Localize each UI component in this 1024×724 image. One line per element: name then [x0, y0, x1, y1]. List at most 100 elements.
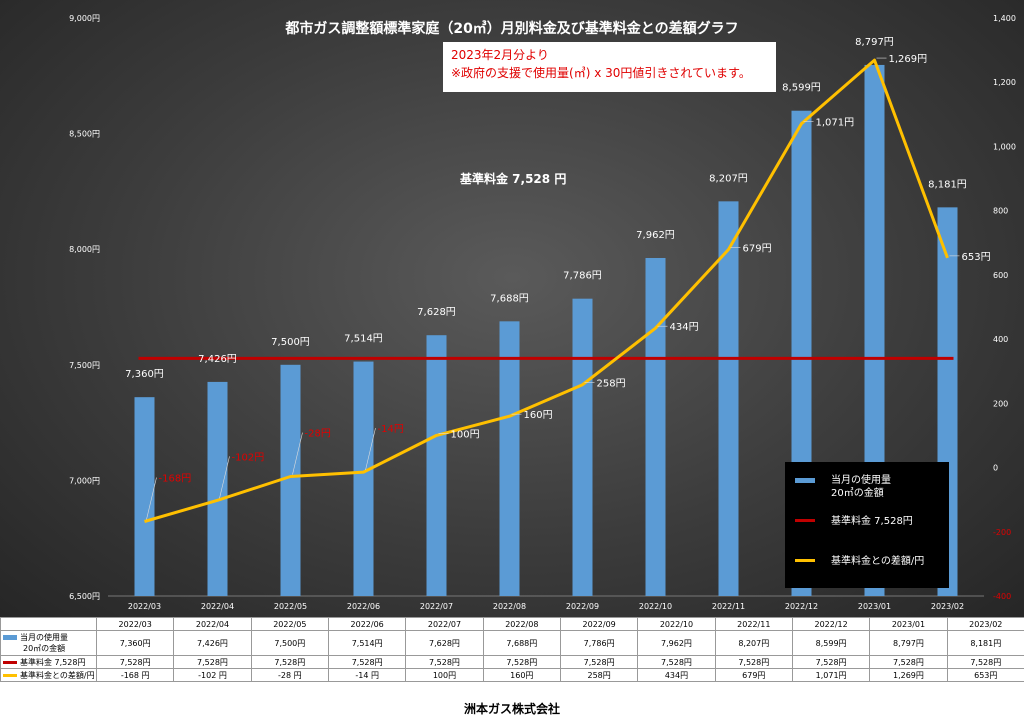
y2-tick-label: 0	[993, 464, 998, 473]
table-cell-month: 2022/05	[250, 617, 329, 631]
diff-data-label: 100円	[451, 429, 480, 440]
legend: 当月の使用量 20㎥の金額 基準料金 7,528円 基準料金との差額/円	[785, 462, 949, 588]
diff-data-label: -168円	[159, 474, 192, 485]
chart-area: 6,500円 7,000円 7,500円 8,000円 8,500円 9,000円 -400…	[0, 0, 1024, 617]
x-tick-label: 2022/04	[201, 602, 234, 611]
table-row-base: 基準料金 7,528円 7,528円 7,528円 7,528円 7,528円 7,52…	[0, 655, 1024, 669]
diff-data-label: 434円	[670, 322, 699, 333]
diff-data-label: -14円	[378, 424, 404, 435]
table-cell-base: 7,528円	[327, 655, 407, 669]
usage-data-label: 8,181円	[928, 179, 967, 190]
usage-bar	[353, 361, 374, 596]
legend-label-usage-2: 20㎥の金額	[831, 488, 884, 499]
y2-tick-label: -400	[993, 592, 1011, 601]
table-cell-base: 7,528円	[405, 655, 484, 669]
table-cell-month: 2022/08	[482, 617, 561, 631]
table-cell-usage: 7,360円	[95, 630, 175, 656]
table-cell-base: 7,528円	[173, 655, 252, 669]
table-cell-base: 7,528円	[482, 655, 561, 669]
table-cell-usage: 8,207円	[714, 630, 793, 656]
table-cell-diff: -168 円	[95, 668, 175, 682]
table-cell-base: 7,528円	[559, 655, 639, 669]
table-cell-usage: 7,628円	[405, 630, 484, 656]
x-tick-label: 2022/09	[566, 602, 599, 611]
table-cell-diff: 160円	[482, 668, 561, 682]
notice-line-2: ※政府の支援で使用量(㎥) x 30円値引きされています。	[451, 66, 751, 80]
usage-data-label: 7,962円	[636, 230, 675, 241]
diff-leader-line	[292, 432, 303, 475]
table-cell-base: 7,528円	[250, 655, 329, 669]
x-tick-label: 2022/12	[785, 602, 818, 611]
table-cell-usage: 8,181円	[946, 630, 1024, 656]
usage-data-label: 7,628円	[417, 307, 456, 318]
x-tick-label: 2022/10	[639, 602, 672, 611]
diff-data-label: -28円	[305, 429, 331, 440]
y-tick-label: 7,000円	[69, 476, 100, 485]
table-cell-month: 2022/09	[559, 617, 639, 631]
table-cell-diff: 1,269円	[869, 668, 948, 682]
x-tick-label: 2022/07	[420, 602, 453, 611]
chart-title: 都市ガス調整額標準家庭（20㎥）月別料金及び基準料金との差額グラフ	[285, 21, 739, 37]
table-cell-month: 2022/04	[173, 617, 252, 631]
table-cell-usage: 7,514円	[327, 630, 407, 656]
table-cell-base: 7,528円	[95, 655, 175, 669]
table-cell-base: 7,528円	[869, 655, 948, 669]
legend-label-base: 基準料金 7,528円	[831, 516, 913, 527]
table-cell-month: 2022/11	[714, 617, 793, 631]
table-cell-month: 2023/01	[869, 617, 948, 631]
diff-data-label: 160円	[524, 410, 553, 421]
diff-leader-line	[365, 427, 376, 471]
table-cell-usage: 7,500円	[250, 630, 329, 656]
y2-tick-label: 800	[993, 207, 1008, 216]
diff-line	[144, 58, 949, 523]
usage-bar	[280, 364, 301, 596]
usage-data-label: 8,599円	[782, 83, 821, 94]
table-cell-usage: 7,786円	[559, 630, 639, 656]
usage-data-label: 7,426円	[198, 354, 237, 365]
data-table: 2022/03 2022/04 2022/05 2022/06 2022/07 2022/…	[0, 617, 1024, 682]
table-cell-diff: -14 円	[327, 668, 407, 682]
table-cell-usage: 7,962円	[637, 630, 716, 656]
y2-tick-label: -200	[993, 528, 1011, 537]
diff-leader-line	[219, 456, 230, 499]
diff-data-label: -102円	[232, 452, 265, 463]
table-cell-diff: 1,071円	[791, 668, 871, 682]
table-corner-cell	[0, 617, 97, 631]
usage-bar	[207, 381, 228, 596]
table-header-base-label: 基準料金 7,528円	[20, 657, 86, 667]
usage-data-label: 7,688円	[490, 293, 529, 304]
table-cell-month: 2022/10	[637, 617, 716, 631]
legend-label-diff: 基準料金との差額/円	[831, 556, 925, 567]
legend-label-usage-1: 当月の使用量	[831, 475, 891, 486]
y2-tick-label: 200	[993, 399, 1008, 408]
table-cell-diff: 679円	[714, 668, 793, 682]
legend-swatch-base	[795, 519, 815, 522]
usage-data-label: 7,500円	[271, 337, 310, 348]
usage-bar	[499, 321, 520, 596]
diff-data-label: 1,071円	[816, 118, 855, 129]
y2-tick-label: 400	[993, 335, 1008, 344]
legend-swatch-diff	[795, 559, 815, 562]
usage-data-label: 7,514円	[344, 334, 383, 345]
table-cell-diff: 258円	[559, 668, 639, 682]
base-price-label: 基準料金 7,528 円	[460, 172, 567, 186]
table-cell-month: 2022/03	[95, 617, 175, 631]
usage-bar	[572, 298, 593, 596]
table-cell-month: 2022/07	[405, 617, 484, 631]
usage-bar	[718, 201, 739, 596]
table-row-usage: 当月の使用量 20㎥の金額 7,360円 7,426円 7,500円 7,514円 7,…	[0, 630, 1024, 656]
notice-line-1: 2023年2月分より	[451, 48, 549, 62]
table-cell-diff: -28 円	[250, 668, 329, 682]
y-tick-label: 7,500円	[69, 361, 100, 370]
company-footer: 洲本ガス株式会社	[463, 702, 560, 716]
usage-data-label: 8,207円	[709, 173, 748, 184]
table-cell-usage: 7,426円	[173, 630, 252, 656]
x-tick-label: 2022/05	[274, 602, 307, 611]
y-tick-label: 8,500円	[69, 130, 100, 139]
table-header-diff-label: 基準料金との差額/円	[20, 670, 95, 680]
table-cell-month: 2022/06	[327, 617, 407, 631]
table-cell-diff: 434円	[637, 668, 716, 682]
x-tick-label: 2023/01	[858, 602, 891, 611]
table-cell-base: 7,528円	[714, 655, 793, 669]
table-swatch-diff	[3, 673, 17, 677]
